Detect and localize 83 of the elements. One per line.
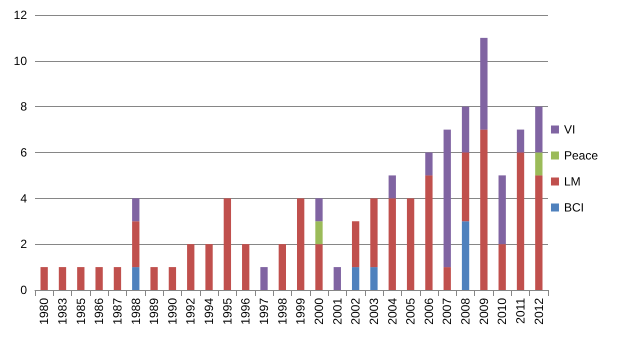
- bar: [535, 106, 543, 152]
- y-tick-label: 0: [20, 283, 28, 297]
- bar: [388, 175, 396, 198]
- x-tick-label: 2008: [458, 298, 473, 325]
- x-tick-label: 1989: [147, 298, 162, 325]
- y-tick-label: 10: [14, 54, 28, 68]
- bar: [315, 221, 323, 244]
- bar: [352, 221, 360, 268]
- bar: [370, 267, 378, 290]
- x-tick-label: 2006: [422, 298, 436, 325]
- x-tick-label: 1996: [238, 298, 253, 325]
- bar: [95, 267, 103, 290]
- x-tick-label: 1992: [184, 298, 198, 325]
- x-tick-label: 2003: [366, 298, 381, 325]
- bar: [296, 198, 304, 290]
- bar: [352, 267, 360, 290]
- y-tick-label: 12: [14, 8, 28, 22]
- legend-label: VI: [564, 122, 576, 136]
- bar: [132, 267, 140, 290]
- bar: [462, 152, 470, 222]
- x-tick-label: 1998: [275, 298, 290, 325]
- bar: [242, 244, 250, 290]
- bar: [132, 198, 140, 222]
- bar: [462, 106, 470, 152]
- bar: [425, 175, 433, 290]
- bar: [370, 198, 378, 268]
- x-tick-label: 2010: [495, 298, 510, 325]
- x-tick-label: 2007: [440, 298, 454, 325]
- x-tick-label: 1999: [294, 298, 308, 325]
- bar: [150, 267, 158, 290]
- bar: [516, 130, 524, 152]
- bar: [480, 38, 488, 130]
- bar: [205, 244, 213, 290]
- x-tick-label: 1986: [92, 298, 106, 325]
- bar: [498, 175, 506, 244]
- x-tick-label: 1987: [110, 298, 124, 325]
- x-tick-label: 2005: [404, 298, 418, 325]
- bar: [535, 175, 543, 290]
- bar: [406, 198, 414, 290]
- x-tick-label: 1985: [74, 298, 88, 325]
- legend-label: BCI: [564, 200, 584, 214]
- bar: [498, 244, 506, 290]
- x-tick-label: 2012: [532, 298, 546, 325]
- bar: [114, 267, 122, 290]
- bar: [224, 198, 232, 290]
- bar: [40, 267, 48, 290]
- bar: [260, 267, 268, 290]
- bar: [444, 267, 451, 290]
- bar: [278, 244, 286, 290]
- bar: [334, 267, 341, 290]
- x-tick-label: 1994: [202, 298, 216, 325]
- bar: [77, 267, 84, 290]
- x-tick-label: 2002: [348, 298, 363, 325]
- bar: [425, 152, 433, 176]
- y-tick-label: 4: [20, 191, 28, 206]
- x-tick-label: 1997: [257, 298, 272, 325]
- bar: [535, 152, 543, 176]
- x-tick-label: 2001: [330, 298, 344, 325]
- bar: [444, 130, 451, 268]
- x-tick-label: 1995: [220, 298, 234, 325]
- bar: [462, 221, 470, 290]
- x-tick-label: 2011: [514, 298, 528, 324]
- x-tick-label: 1988: [128, 298, 143, 325]
- bar: [315, 198, 323, 222]
- legend-label: LM: [564, 174, 581, 188]
- bar: [168, 267, 176, 290]
- bar: [315, 244, 323, 290]
- bar: [480, 130, 488, 290]
- x-tick-label: 2000: [312, 298, 326, 325]
- bar: [58, 267, 66, 290]
- x-tick-label: 1980: [37, 298, 52, 325]
- legend-label: Peace: [564, 148, 598, 162]
- x-tick-label: 2009: [476, 298, 491, 325]
- y-tick-label: 6: [20, 146, 28, 160]
- x-tick-label: 2004: [385, 298, 400, 325]
- x-tick-label: 1983: [55, 298, 70, 325]
- x-tick-label: 1990: [165, 298, 180, 325]
- bar: [132, 221, 140, 268]
- bar: [516, 152, 524, 290]
- y-tick-label: 2: [20, 237, 28, 252]
- y-tick-label: 8: [20, 100, 28, 114]
- bar: [388, 198, 396, 290]
- bar: [187, 244, 194, 290]
